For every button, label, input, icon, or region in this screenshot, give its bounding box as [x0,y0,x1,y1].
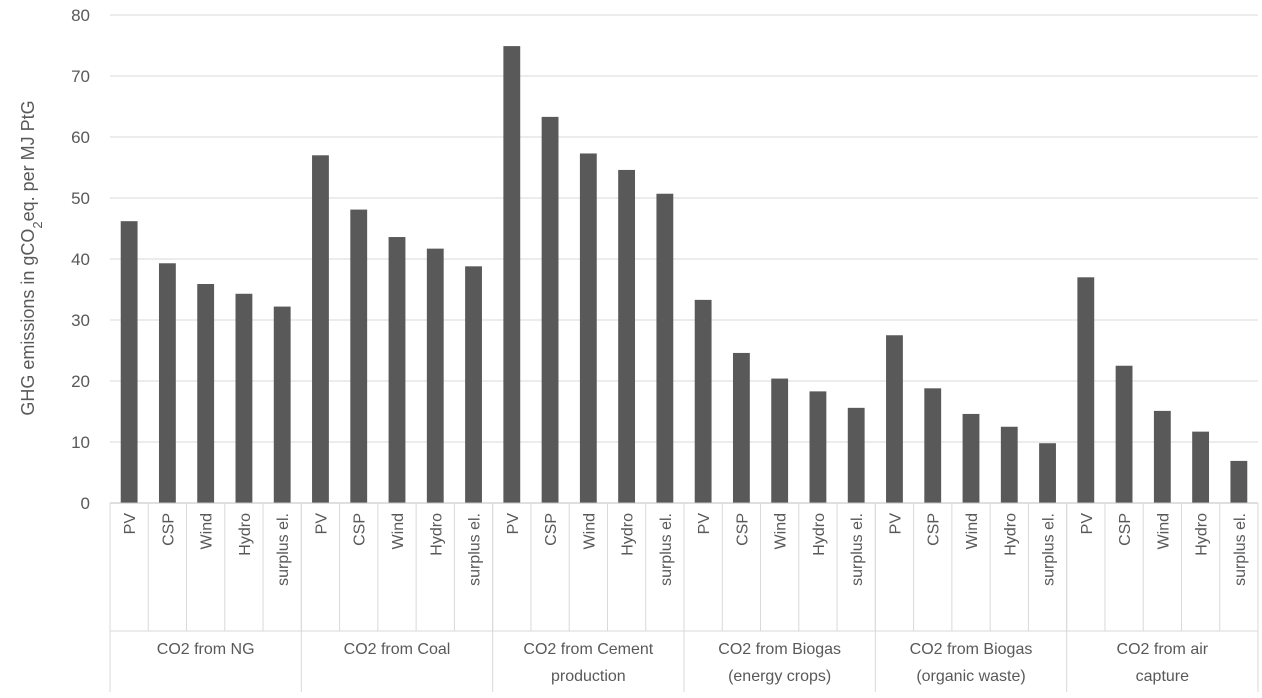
bar [1039,443,1056,503]
x-tick-label: Hydro [1002,513,1019,556]
x-tick-label: CSP [352,513,369,546]
group-label: production [551,668,626,685]
bar [1192,431,1210,503]
x-tick-label: PV [313,513,330,535]
y-axis-title-suffix: eq. per MJ PtG [18,100,38,221]
bar [503,46,521,504]
bar [312,155,329,504]
x-tick-label: surplus el. [275,513,292,586]
x-tick-label: PV [505,513,522,535]
bar [924,388,942,503]
y-axis-title-subscript: 2 [30,221,45,228]
x-tick-label: Hydro [1194,513,1211,556]
bar [1230,460,1248,503]
y-tick-label: 40 [71,250,90,269]
x-tick-label: PV [1079,513,1096,535]
bar [350,209,368,503]
x-tick-label: Wind [964,513,981,549]
x-tick-label: Hydro [428,513,445,556]
x-tick-label: surplus el. [1041,513,1058,586]
x-tick-label: Wind [773,513,790,549]
gridlines [110,14,1258,443]
x-tick-label: Hydro [620,513,637,556]
x-tick-label: PV [122,513,139,535]
group-label: CO2 from Cement [523,641,653,658]
group-label: CO2 from Biogas [718,641,841,658]
y-tick-label: 0 [81,494,90,513]
group-label: CO2 from Biogas [910,641,1033,658]
y-tick-label: 20 [71,372,90,391]
y-axis-title-prefix: GHG emissions in gCO [18,229,38,416]
bar [158,263,176,503]
bar [273,306,291,503]
bar [388,237,406,504]
bar [235,293,253,503]
bar [886,335,903,503]
bar [656,193,674,504]
x-tick-label: CSP [926,513,943,546]
bar [809,391,827,503]
bar [1000,426,1018,503]
bar [541,116,559,504]
y-tick-label: 80 [71,6,90,25]
x-tick-label: Wind [1155,513,1172,549]
y-tick-label: 60 [71,128,90,147]
x-tick-label: Wind [390,513,407,549]
x-tick-label: surplus el. [1232,513,1249,586]
x-tick-label: Hydro [811,513,828,556]
bar [120,221,138,503]
group-label: CO2 from air [1117,641,1209,658]
bar [771,378,789,503]
group-label: (organic waste) [916,668,1025,685]
bar [694,299,712,503]
x-tick-label: Wind [199,513,216,549]
y-tick-label: 50 [71,189,90,208]
bar [618,169,636,503]
x-tick-label: CSP [1117,513,1134,546]
axes [109,502,1259,692]
x-tick-label: PV [696,513,713,535]
group-label: (energy crops) [728,668,831,685]
x-tick-label: CSP [734,513,751,546]
group-label: CO2 from Coal [344,641,451,658]
bar [1153,410,1171,503]
bar [847,407,865,503]
y-tick-label: 10 [71,433,90,452]
y-tick-label: 30 [71,311,90,330]
bar [426,248,444,503]
x-tick-label: Hydro [237,513,254,556]
x-tick-label: Wind [581,513,598,549]
group-label: capture [1136,668,1189,685]
x-tick-label: CSP [160,513,177,546]
x-tick-label: surplus el. [467,513,484,586]
bar [1077,277,1095,503]
y-axis-title: GHG emissions in gCO2eq. per MJ PtG [18,100,45,415]
bar [732,352,750,503]
x-tick-label: surplus el. [658,513,675,586]
x-tick-label: PV [887,513,904,535]
x-tick-label: CSP [543,513,560,546]
y-tick-label: 70 [71,67,90,86]
labels: 0 10 20 30 40 50 60 70 80 PV CSP Wind Hydro surplus e… [71,6,1249,685]
bar [197,284,215,503]
bar [1115,365,1133,503]
bars [120,46,1248,504]
x-tick-label: surplus el. [849,513,866,586]
bar [962,413,980,503]
bar [465,266,482,503]
group-label: CO2 from NG [157,641,255,658]
bar [579,153,597,503]
